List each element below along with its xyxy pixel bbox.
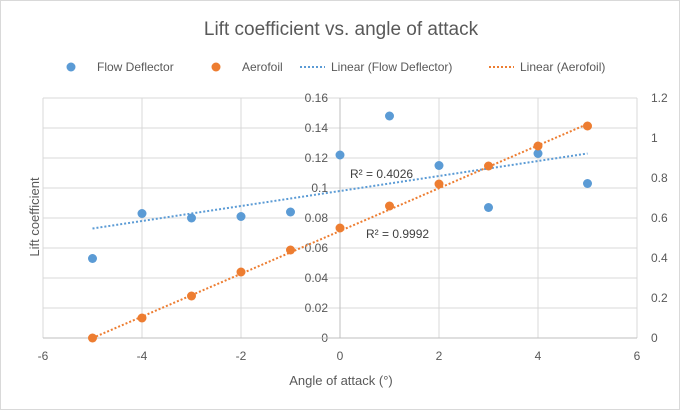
data-point-flow-deflector xyxy=(137,209,147,218)
data-point-flow-deflector xyxy=(583,179,592,188)
y-axis-title: Lift coefficient xyxy=(27,177,42,257)
y-right-tick-label: 0.6 xyxy=(651,211,668,225)
data-point-aerofoil xyxy=(484,161,493,171)
y-left-tick-label: 0.02 xyxy=(305,301,329,315)
trendline-flow-deflector xyxy=(92,152,588,230)
data-point-flow-deflector xyxy=(533,149,543,158)
legend-label-aerofoil: Aerofoil xyxy=(242,60,283,74)
data-point-flow-deflector xyxy=(484,203,493,212)
data-point-aerofoil xyxy=(385,201,394,211)
y-left-tick-label: 0.14 xyxy=(305,121,329,135)
y-left-tick-label: 0.12 xyxy=(305,151,329,165)
x-tick-label: 2 xyxy=(436,349,443,363)
data-point-flow-deflector xyxy=(335,150,345,160)
y-right-tick-label: 0.8 xyxy=(651,171,668,185)
data-point-flow-deflector xyxy=(385,111,394,121)
chart-title: Lift coefficient vs. angle of attack xyxy=(204,19,479,40)
legend: Flow Deflector Aerofoil Linear (Flow Def… xyxy=(66,60,605,74)
y-right-tick-label: 1.2 xyxy=(651,91,668,105)
x-tick-label: 6 xyxy=(634,349,641,363)
data-point-aerofoil xyxy=(286,245,295,255)
data-point-aerofoil xyxy=(137,313,147,323)
data-point-flow-deflector xyxy=(88,254,97,263)
y-left-tick-label: 0.08 xyxy=(305,211,329,225)
x-tick-label: -2 xyxy=(236,349,247,363)
r2-label-aerofoil: R² = 0.9992 xyxy=(366,227,429,241)
x-axis-title: Angle of attack (°) xyxy=(289,373,392,388)
x-tick-label: -4 xyxy=(137,349,148,363)
data-point-flow-deflector xyxy=(434,161,444,170)
data-point-aerofoil xyxy=(583,121,592,131)
legend-marker-aerofoil xyxy=(211,62,221,72)
data-point-aerofoil xyxy=(88,333,97,343)
y-right-tick-label: 0 xyxy=(651,331,658,345)
data-point-flow-deflector xyxy=(187,213,196,223)
x-tick-label: 4 xyxy=(535,349,542,363)
y-right-tick-label: 0.4 xyxy=(651,251,668,265)
legend-label-linear-aerofoil: Linear (Aerofoil) xyxy=(520,60,605,74)
data-point-aerofoil xyxy=(187,291,196,301)
data-point-aerofoil xyxy=(434,179,444,189)
legend-label-linear-flow-deflector: Linear (Flow Deflector) xyxy=(331,60,452,74)
data-point-flow-deflector xyxy=(236,212,246,221)
data-point-aerofoil xyxy=(335,223,345,233)
y-right-tick-label: 0.2 xyxy=(651,291,668,305)
legend-label-flow-deflector: Flow Deflector xyxy=(97,60,174,74)
x-tick-label: 0 xyxy=(337,349,344,363)
data-point-aerofoil xyxy=(533,141,543,151)
data-point-flow-deflector xyxy=(286,207,295,217)
x-tick-label: -6 xyxy=(38,349,49,363)
plot-area: 0 0.02 0.04 0.06 0.08 0.1 0.12 0.14 0.16 -6 -4 -2 0 2… xyxy=(38,91,668,363)
y-left-tick-label: 0.16 xyxy=(305,91,329,105)
y-left-tick-label: 0.04 xyxy=(305,271,329,285)
legend-marker-flow-deflector xyxy=(66,62,76,72)
data-point-aerofoil xyxy=(236,267,246,277)
y-right-tick-label: 1 xyxy=(651,131,658,145)
r2-label-flow-deflector: R² = 0.4026 xyxy=(350,167,413,181)
y-left-tick-label: 0.1 xyxy=(311,181,328,195)
y-left-tick-label: 0.06 xyxy=(305,241,329,255)
